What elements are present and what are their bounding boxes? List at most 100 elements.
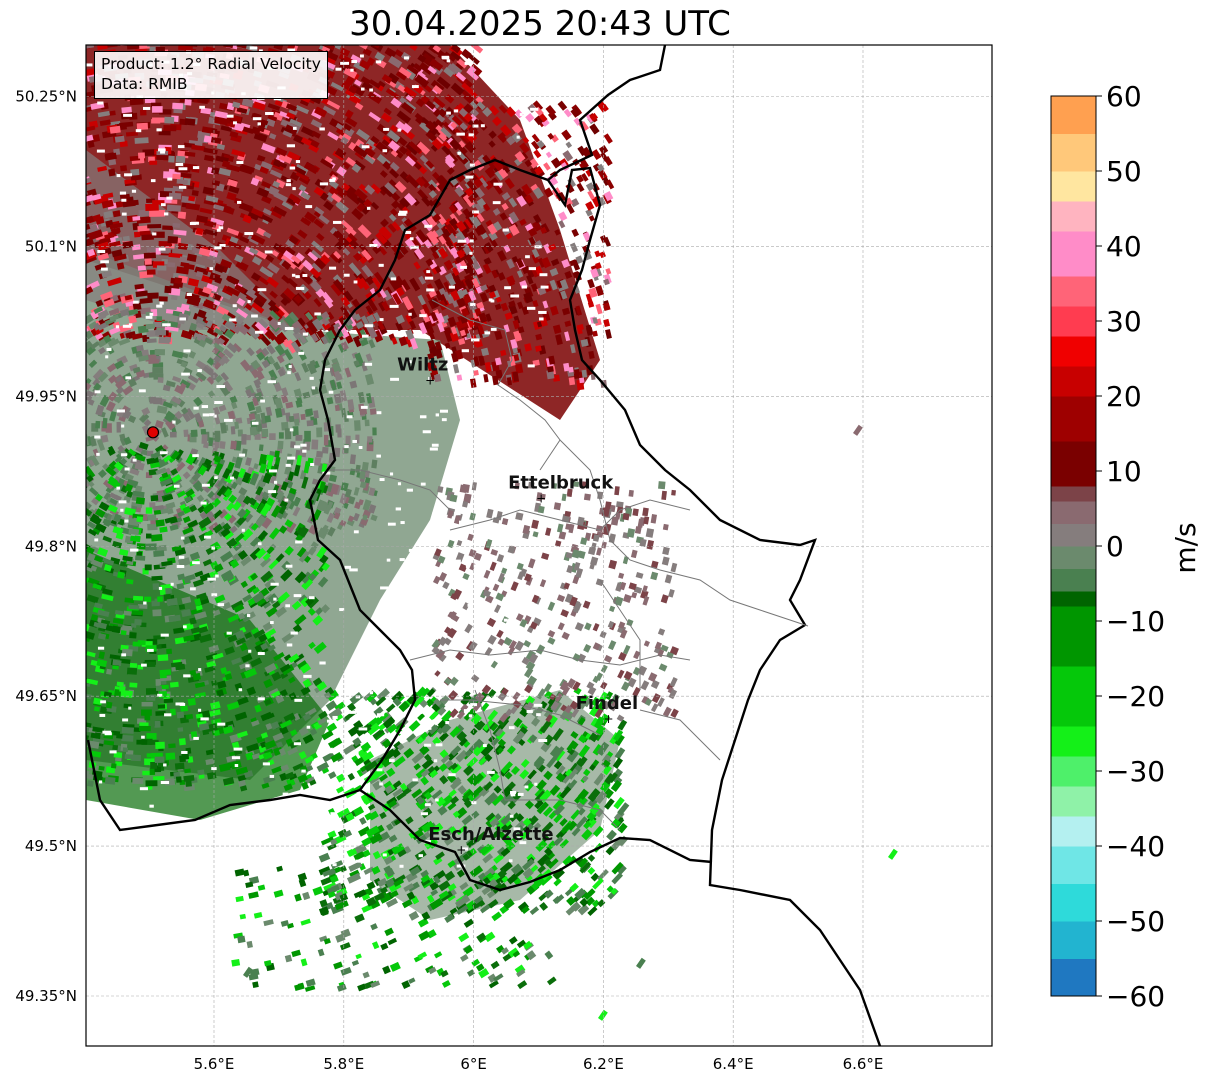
velocity-pixel [399,197,411,209]
velocity-pixel [125,131,139,137]
velocity-pixel [129,662,138,668]
velocity-pixel [468,54,480,65]
empty-bin [424,224,433,228]
velocity-pixel [561,631,570,640]
velocity-pixel [387,937,398,946]
velocity-pixel [547,629,556,638]
empty-bin [446,111,451,115]
velocity-pixel [253,131,268,143]
empty-bin [100,260,109,264]
velocity-pixel [425,160,435,169]
empty-bin [284,498,289,502]
velocity-pixel [447,539,455,549]
velocity-pixel [178,604,186,610]
velocity-pixel [70,470,80,481]
velocity-pixel [614,486,620,496]
empty-bin [257,697,265,701]
velocity-pixel [398,145,408,155]
velocity-pixel [330,81,344,92]
velocity-pixel [311,130,321,139]
velocity-pixel [97,313,107,321]
velocity-pixel [264,415,272,423]
velocity-pixel [456,539,463,547]
velocity-pixel [249,426,258,436]
velocity-pixel [86,45,95,50]
velocity-pixel [86,607,87,617]
velocity-pixel [354,913,365,923]
velocity-pixel [117,571,125,579]
empty-bin [132,812,139,816]
empty-bin [269,774,275,778]
velocity-pixel [248,891,259,899]
velocity-pixel [443,66,455,78]
velocity-pixel [442,121,451,130]
velocity-pixel [365,305,374,315]
empty-bin [270,582,279,586]
velocity-pixel [188,195,196,202]
velocity-pixel [168,287,181,296]
empty-bin [121,653,127,657]
empty-bin [478,526,487,530]
velocity-pixel [203,441,210,449]
velocity-pixel [340,295,351,307]
velocity-pixel [397,84,407,94]
velocity-pixel [101,270,113,279]
empty-bin [350,68,354,72]
velocity-pixel [527,558,536,569]
velocity-pixel [311,262,322,273]
velocity-pixel [72,676,83,684]
velocity-pixel [220,125,232,132]
velocity-pixel [70,482,78,490]
velocity-pixel [413,261,421,270]
velocity-pixel [122,235,130,242]
velocity-pixel [368,79,381,89]
empty-bin [273,597,277,601]
velocity-pixel [372,427,377,436]
empty-bin [181,750,188,754]
velocity-pixel [470,674,480,683]
velocity-pixel [438,572,448,582]
velocity-pixel [214,110,228,119]
empty-bin [314,312,321,316]
velocity-pixel [306,137,320,148]
velocity-pixel [432,96,446,109]
empty-bin [158,247,166,251]
velocity-pixel [325,192,336,203]
velocity-pixel [574,369,580,376]
velocity-pixel [230,426,236,435]
velocity-pixel [544,950,554,960]
empty-bin [426,666,433,670]
velocity-pixel [490,960,500,970]
velocity-pixel [273,45,284,51]
velocity-pixel [387,223,397,233]
velocity-pixel [148,358,160,365]
empty-bin [435,413,440,417]
velocity-pixel [268,132,277,140]
empty-bin [97,646,105,650]
velocity-pixel [177,242,189,249]
velocity-pixel [174,762,185,770]
velocity-pixel [99,119,111,127]
empty-bin [275,828,284,832]
velocity-pixel [148,156,155,162]
velocity-pixel [187,277,200,287]
velocity-pixel [443,326,455,343]
velocity-pixel [97,110,111,118]
velocity-pixel [349,454,356,465]
velocity-pixel [172,173,181,180]
velocity-pixel [603,318,611,328]
velocity-pixel [658,663,668,672]
velocity-pixel [402,206,410,214]
velocity-pixel [338,53,353,64]
velocity-pixel [110,763,117,769]
velocity-pixel [133,595,144,601]
empty-bin [496,479,501,483]
velocity-pixel [230,440,237,450]
empty-bin [97,101,104,105]
velocity-pixel [340,966,352,976]
velocity-pixel [450,82,465,96]
empty-bin [115,325,120,329]
velocity-pixel [395,321,403,332]
velocity-pixel [358,45,368,50]
empty-bin [364,362,373,366]
